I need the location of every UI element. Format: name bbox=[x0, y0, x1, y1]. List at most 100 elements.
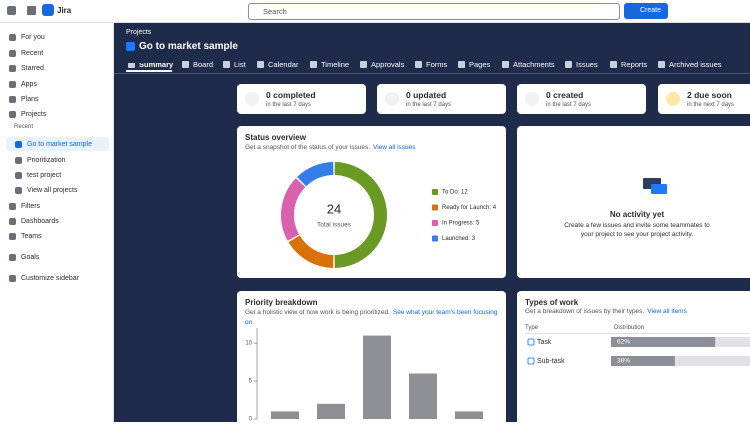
create-button[interactable]: Create bbox=[624, 3, 668, 19]
activity-illustration bbox=[643, 178, 661, 189]
sidebar-item[interactable]: Goals bbox=[21, 254, 40, 261]
sidebar bbox=[0, 23, 114, 422]
sidebar-icon bbox=[15, 172, 22, 179]
project-title: Go to market sample bbox=[139, 41, 238, 52]
tab[interactable]: Approvals bbox=[371, 60, 405, 69]
tab[interactable]: Pages bbox=[469, 60, 491, 69]
sidebar-icon bbox=[9, 275, 16, 282]
activity-illustration bbox=[126, 52, 144, 63]
card-title: Priority breakdown bbox=[245, 298, 318, 307]
sidebar-icon bbox=[9, 254, 16, 261]
sidebar-item[interactable]: Customize sidebar bbox=[21, 275, 79, 282]
search-placeholder: Search bbox=[263, 7, 287, 16]
breadcrumb[interactable]: Projects bbox=[126, 29, 152, 36]
stat-icon bbox=[245, 92, 259, 106]
activity-message: Create a few issues and invite some team… bbox=[564, 222, 710, 238]
stat-card: 0 updated in the last 7 days bbox=[377, 84, 506, 114]
product-name: Jira bbox=[57, 6, 72, 15]
stat-title: 0 completed bbox=[266, 90, 316, 100]
sidebar-icon bbox=[9, 96, 16, 103]
tab[interactable]: Issues bbox=[576, 60, 598, 69]
tab-icon bbox=[223, 61, 230, 68]
sidebar-icon bbox=[15, 157, 22, 164]
tab[interactable]: Forms bbox=[426, 60, 448, 69]
sidebar-item[interactable]: Starred bbox=[21, 65, 44, 72]
column-header: Distribution bbox=[614, 325, 645, 331]
tab-icon bbox=[658, 61, 665, 68]
tab[interactable]: Summary bbox=[139, 60, 174, 69]
sidebar-item[interactable]: Plans bbox=[21, 96, 39, 103]
sidebar-item[interactable]: Teams bbox=[21, 233, 42, 240]
sidebar-item[interactable]: View all projects bbox=[27, 187, 78, 194]
tab[interactable]: Archived issues bbox=[669, 60, 722, 69]
stat-subtitle: in the last 7 days bbox=[546, 102, 592, 108]
tab-icon bbox=[257, 61, 264, 68]
sidebar-item[interactable]: Filters bbox=[21, 203, 41, 210]
sidebar-item[interactable]: Go to market sample bbox=[27, 141, 92, 148]
card-subtitle: Get a snapshot of the status of your iss… bbox=[245, 144, 416, 151]
sidebar-icon bbox=[9, 233, 16, 240]
stat-card: 2 due soon in the next 7 days bbox=[658, 84, 750, 114]
sidebar-icon bbox=[9, 81, 16, 88]
stat-card: 0 completed in the last 7 days bbox=[237, 84, 366, 114]
activity-title: No activity yet bbox=[609, 210, 665, 219]
sidebar-toggle-icon bbox=[7, 6, 16, 15]
sidebar-item[interactable]: Projects bbox=[21, 111, 47, 118]
types-card: Types of work Get a breakdown of issues b… bbox=[517, 291, 750, 431]
jira-logo bbox=[42, 4, 54, 16]
tab-icon bbox=[502, 61, 509, 68]
stat-card: 0 created in the last 7 days bbox=[517, 84, 646, 114]
project-icon bbox=[126, 42, 135, 51]
tab[interactable]: Reports bbox=[621, 60, 648, 69]
sidebar-icon bbox=[9, 50, 16, 57]
create-label: Create bbox=[640, 7, 662, 14]
tab[interactable]: List bbox=[234, 60, 246, 69]
stat-subtitle: in the last 7 days bbox=[406, 102, 452, 108]
app-switcher-icon bbox=[27, 6, 36, 15]
sidebar-item[interactable]: Dashboards bbox=[21, 218, 59, 225]
tab-icon bbox=[458, 61, 465, 68]
stat-title: 0 updated bbox=[406, 90, 447, 100]
sidebar-icon bbox=[9, 111, 16, 118]
card-title: Status overview bbox=[245, 133, 306, 142]
selected-highlight bbox=[6, 137, 109, 151]
page: To Do: 12 Ready for Launch: 4 In Progress:… bbox=[0, 0, 750, 422]
sidebar-item[interactable]: Apps bbox=[21, 81, 37, 88]
tab-icon bbox=[182, 61, 189, 68]
stat-icon bbox=[385, 92, 399, 106]
column-header: Type bbox=[525, 325, 539, 331]
link[interactable]: View all items bbox=[647, 308, 687, 315]
link[interactable]: See what your team's been focusing on bbox=[245, 309, 498, 326]
tab[interactable]: Attachments bbox=[513, 60, 555, 69]
stat-title: 0 created bbox=[546, 90, 584, 100]
tab-icon bbox=[565, 61, 572, 68]
sidebar-icon bbox=[9, 34, 16, 41]
active-tab-underline bbox=[126, 70, 172, 72]
priority-card: Priority breakdown Get a holistic view of… bbox=[237, 291, 506, 431]
search-box[interactable]: Search bbox=[248, 3, 620, 20]
sidebar-item[interactable]: Prioritization bbox=[27, 157, 66, 164]
sidebar-icon bbox=[9, 218, 16, 225]
sidebar-icon bbox=[9, 203, 16, 210]
tab-icon bbox=[360, 61, 367, 68]
tab-icon bbox=[128, 61, 135, 68]
sidebar-item[interactable]: Recent bbox=[21, 50, 44, 57]
tab[interactable]: Board bbox=[193, 60, 214, 69]
tab-icon bbox=[415, 61, 422, 68]
tab[interactable]: Calendar bbox=[268, 60, 299, 69]
sidebar-icon bbox=[15, 187, 22, 194]
link[interactable]: View all issues bbox=[373, 144, 416, 151]
tab[interactable]: Timeline bbox=[321, 60, 350, 69]
stat-icon bbox=[666, 92, 680, 106]
sidebar-item[interactable]: For you bbox=[21, 34, 45, 41]
card-title: Types of work bbox=[525, 298, 579, 307]
top-bar bbox=[0, 0, 750, 23]
stat-title: 2 due soon bbox=[687, 90, 732, 100]
activity-illustration bbox=[651, 184, 667, 194]
tab-icon bbox=[310, 61, 317, 68]
tab-divider bbox=[114, 73, 750, 74]
stat-icon bbox=[525, 92, 539, 106]
sidebar-item[interactable]: test project bbox=[27, 172, 62, 179]
activity-card: No activity yet Create a few issues and i… bbox=[517, 126, 750, 278]
sidebar-icon bbox=[15, 141, 22, 148]
